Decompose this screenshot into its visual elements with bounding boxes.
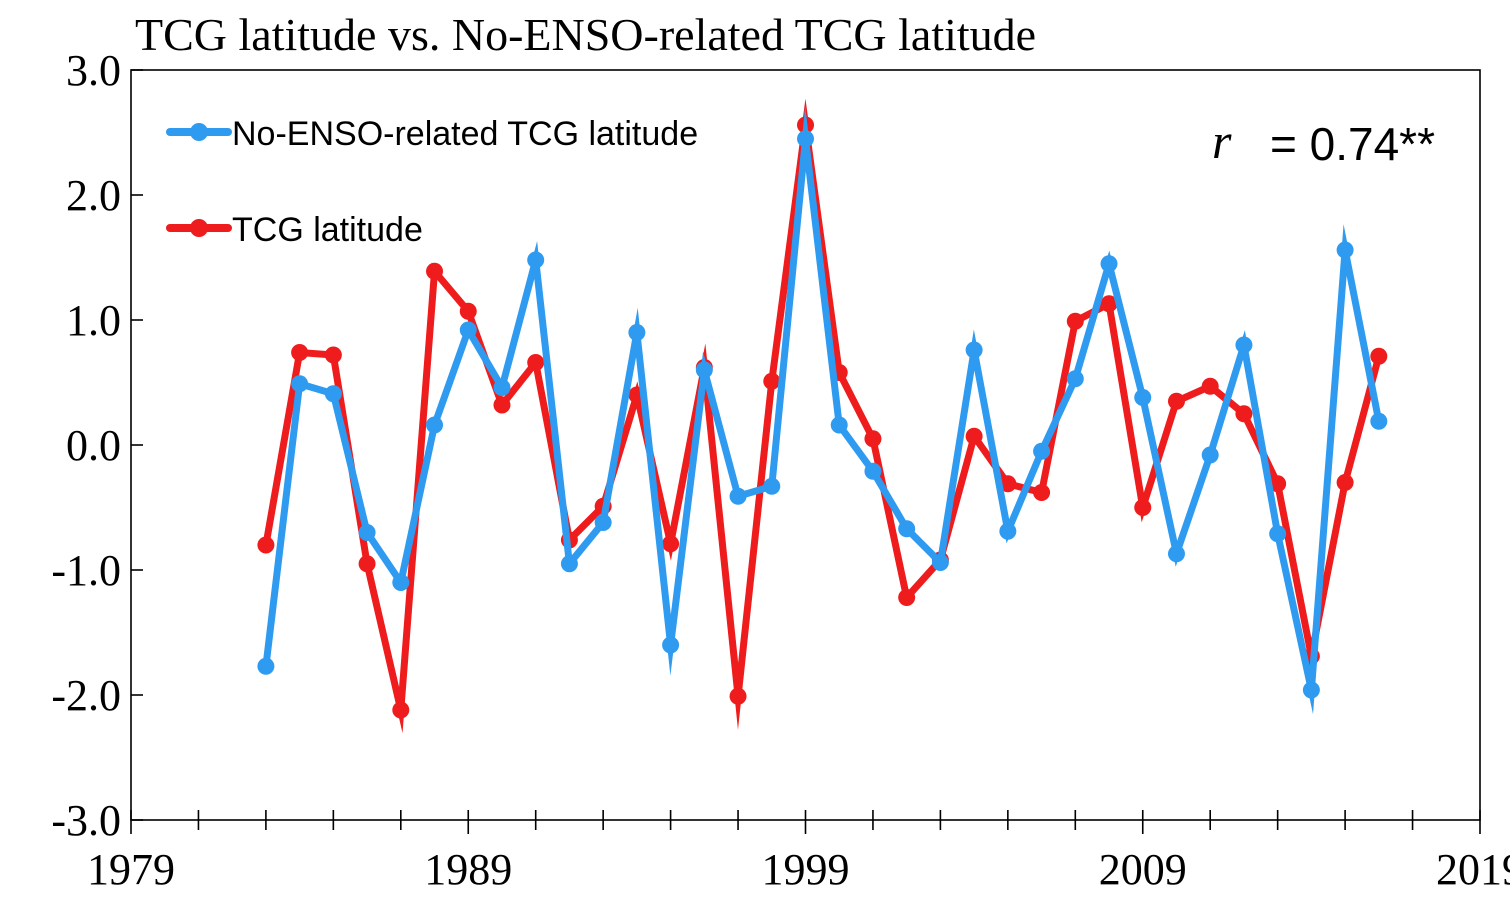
y-tick-label: 1.0 [66, 296, 121, 345]
data-point [459, 302, 477, 320]
plot-frame [130, 69, 1481, 821]
x-tick-label: 1979 [87, 845, 175, 894]
legend-label-blue: No-ENSO-related TCG latitude [232, 115, 698, 153]
data-point [695, 361, 713, 379]
data-point [594, 514, 612, 531]
data-point [763, 477, 781, 495]
data-point [1235, 405, 1253, 423]
data-point [965, 427, 983, 445]
data-point [965, 341, 983, 359]
x-tick-label: 1999 [762, 845, 850, 894]
data-point [527, 354, 545, 371]
data-point [628, 324, 646, 341]
data-point [797, 130, 814, 148]
data-point [1100, 295, 1118, 313]
data-point [493, 396, 511, 414]
x-axis: 1979 1989 1999 2009 2019 [87, 810, 1510, 894]
data-point [898, 520, 916, 538]
data-point [1134, 389, 1152, 406]
data-point [1269, 525, 1287, 543]
data-point [999, 475, 1017, 493]
data-point [358, 555, 376, 573]
series-line [262, 98, 1383, 734]
data-point [1100, 255, 1118, 273]
series-layer [257, 98, 1388, 734]
data-point [527, 251, 545, 269]
r-symbol: r [1212, 113, 1232, 169]
legend-item-blue: No-ENSO-related TCG latitude [166, 115, 698, 153]
legend-label-red: TCG latitude [232, 211, 423, 249]
data-point [662, 535, 680, 553]
data-point [931, 554, 949, 571]
series-line [262, 105, 1383, 715]
data-point [291, 344, 309, 361]
data-point [324, 346, 342, 364]
y-tick-label: -2.0 [51, 671, 121, 720]
data-point [1336, 241, 1354, 259]
series-no-enso-tcg-latitude [257, 105, 1388, 715]
data-point [1167, 392, 1185, 410]
x-tick-label: 1989 [424, 845, 512, 894]
data-point [1370, 412, 1388, 430]
data-point [324, 385, 342, 403]
data-point [1167, 545, 1185, 563]
y-tick-label: -1.0 [51, 546, 121, 595]
series-tcg-latitude [257, 98, 1388, 734]
data-point [729, 487, 747, 505]
data-point [1302, 681, 1320, 699]
data-point [1201, 377, 1219, 395]
data-point [291, 375, 309, 393]
y-tick-label: 3.0 [66, 46, 121, 95]
data-point [830, 416, 848, 434]
y-tick-label: -3.0 [51, 796, 121, 845]
correlation-annotation: r = 0.74** [1212, 113, 1435, 170]
data-point [1370, 347, 1388, 365]
data-point [1336, 474, 1354, 491]
data-point [763, 372, 781, 390]
data-point [1033, 442, 1051, 460]
y-tick-label: 0.0 [66, 421, 121, 470]
data-point [426, 416, 444, 434]
data-point [459, 321, 477, 339]
legend-marker-blue [190, 123, 208, 141]
data-point [1235, 336, 1253, 354]
x-tick-label: 2009 [1099, 845, 1187, 894]
data-point [1033, 484, 1051, 501]
data-point [864, 462, 882, 480]
y-tick-label: 2.0 [66, 171, 121, 220]
legend: No-ENSO-related TCG latitude TCG latitud… [166, 115, 698, 249]
data-point [729, 687, 747, 705]
x-tick-label: 2019 [1436, 845, 1510, 894]
data-point [999, 522, 1017, 540]
data-point [1269, 475, 1287, 493]
data-point [257, 536, 275, 554]
data-point [662, 636, 680, 654]
data-point [1201, 446, 1219, 464]
r-value: = 0.74** [1270, 118, 1435, 170]
legend-marker-red [190, 219, 208, 237]
data-point [1066, 370, 1084, 388]
data-point [358, 524, 376, 541]
data-point [1134, 499, 1152, 516]
chart-title: TCG latitude vs. No-ENSO-related TCG lat… [135, 9, 1036, 60]
data-point [392, 701, 410, 719]
data-point [560, 555, 578, 573]
data-point [392, 574, 410, 591]
legend-item-red: TCG latitude [166, 211, 423, 249]
data-point [1066, 312, 1084, 330]
data-point [864, 430, 882, 448]
y-axis: 3.0 2.0 1.0 0.0 -1.0 -2.0 -3.0 [51, 46, 143, 845]
data-point [257, 657, 275, 675]
data-point [898, 589, 916, 606]
data-point [493, 379, 511, 396]
data-point [426, 262, 444, 280]
